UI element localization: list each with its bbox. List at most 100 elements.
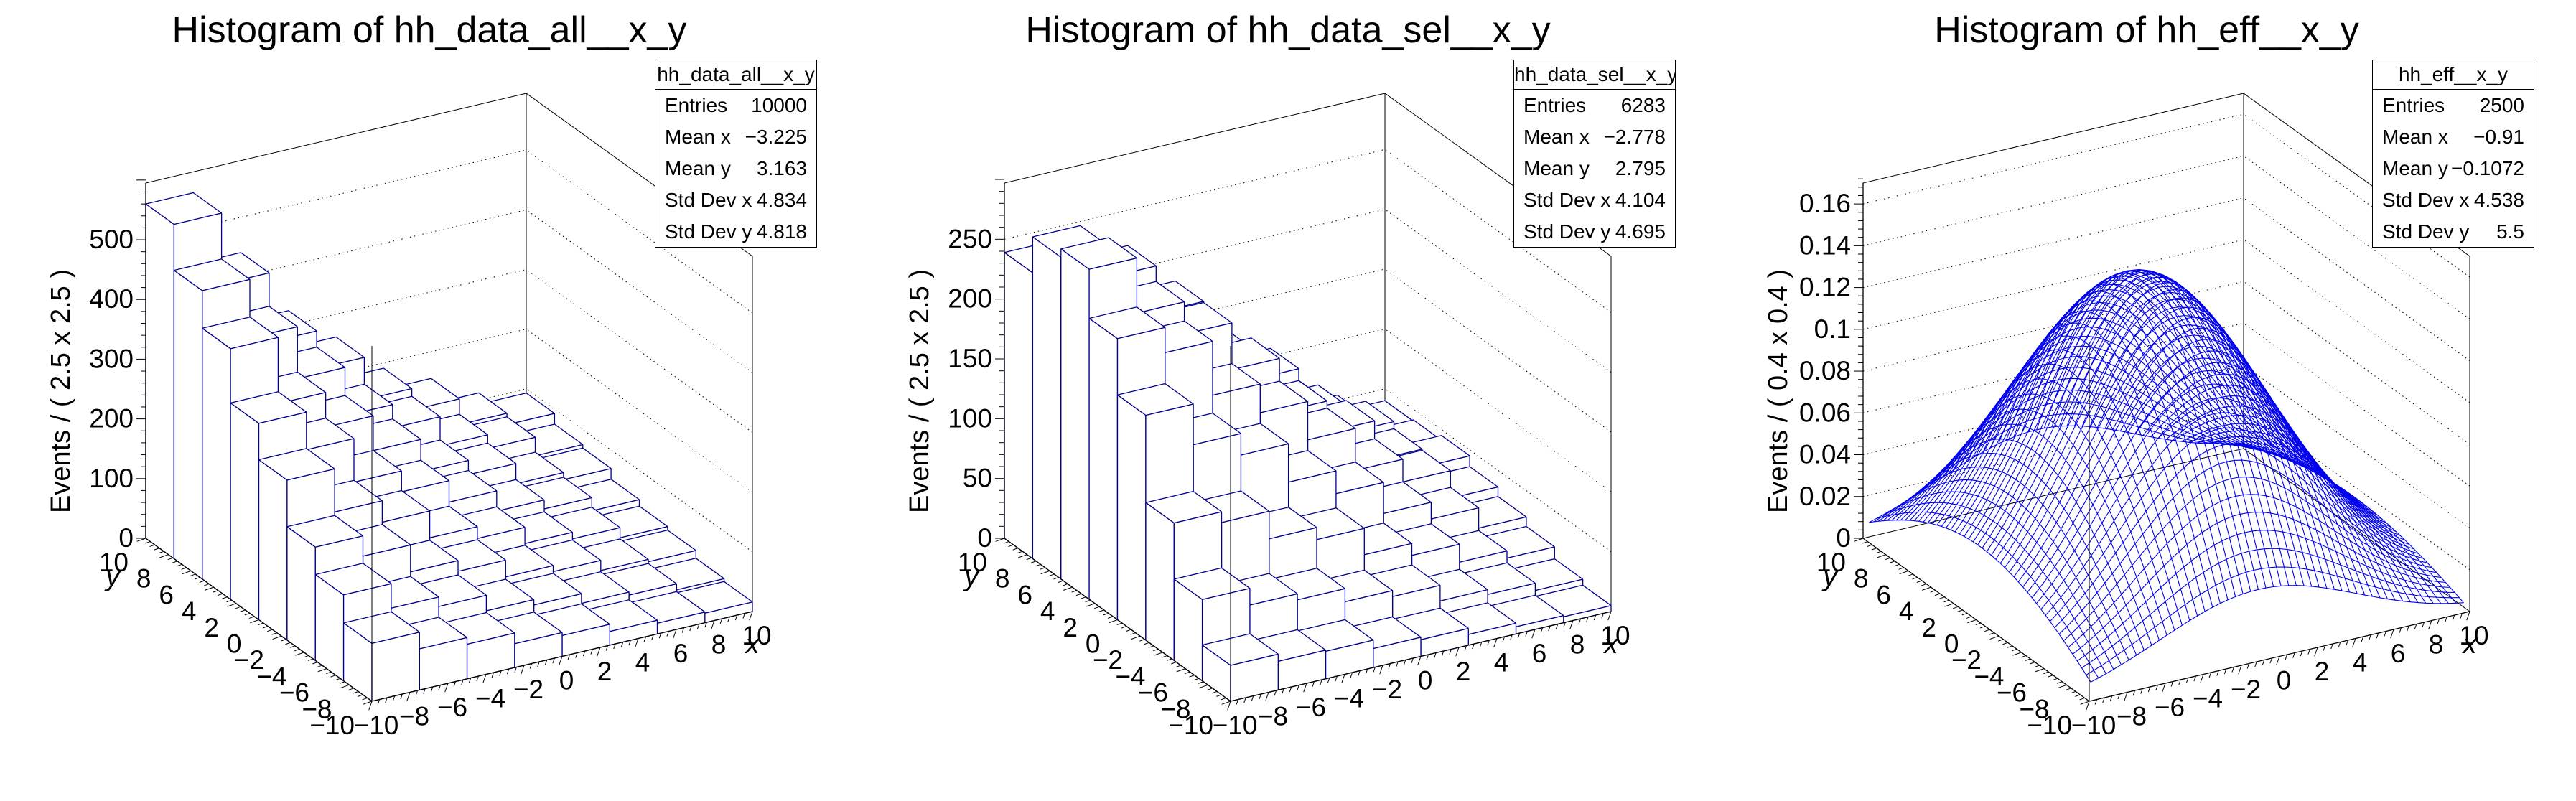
- x-tick: [666, 631, 669, 637]
- z-tick-label: 100: [89, 464, 134, 493]
- mesh-line-y: [1936, 284, 2310, 525]
- x-tick: [590, 649, 593, 655]
- x-tick: [643, 636, 647, 642]
- x-tick: [482, 674, 487, 683]
- x-tick: [2231, 667, 2234, 673]
- stats-row: Mean x −2.778: [1514, 121, 1675, 153]
- mesh-line-y: [2081, 548, 2455, 669]
- x-tick: [2407, 625, 2409, 632]
- x-tick-label: 10: [742, 621, 771, 650]
- y-tick: [1211, 690, 1218, 694]
- x-tick: [1563, 622, 1566, 628]
- y-tick: [2034, 665, 2040, 668]
- y-tick: [1944, 603, 1954, 607]
- x-tick: [521, 665, 525, 675]
- x-tick: [2200, 674, 2204, 683]
- y-tick: [1175, 665, 1181, 668]
- mesh-line-y: [1932, 289, 2306, 525]
- x-tick: [2352, 638, 2356, 647]
- x-tick: [2162, 683, 2166, 693]
- x-tick: [711, 620, 715, 629]
- x-tick: [1479, 642, 1483, 647]
- mesh-line-y: [2045, 412, 2419, 616]
- z-gridline: [1862, 281, 2244, 372]
- y-tick: [1957, 609, 1963, 612]
- y-tick: [205, 586, 214, 591]
- x-tick-label: 0: [2277, 666, 2292, 695]
- tick-marks: [995, 179, 1612, 711]
- x-tick: [2376, 632, 2379, 639]
- y-tick: [271, 632, 277, 635]
- y-tick: [1008, 544, 1014, 548]
- x-tick: [1227, 701, 1231, 711]
- x-tick-label: 2: [1456, 657, 1471, 686]
- mesh-line-x: [2142, 373, 2366, 596]
- stats-box-hh-data-sel: hh_data_sel__x_y Entries 6283 Mean x −2.77…: [1513, 60, 1676, 248]
- y-tick-label: −8: [302, 694, 332, 723]
- y-tick-label: −6: [1138, 678, 1168, 708]
- y-tick: [1898, 567, 1904, 570]
- x-tick: [1341, 674, 1345, 683]
- y-tick: [289, 645, 296, 648]
- x-tick-label: −10: [1213, 711, 1258, 740]
- stat-label: Mean x: [2382, 126, 2448, 148]
- y-tick: [2056, 681, 2063, 684]
- y-tick: [2066, 688, 2071, 690]
- y-tick: [1017, 551, 1023, 554]
- y-tick: [1026, 557, 1032, 561]
- x-tick: [2338, 642, 2341, 647]
- x-tick: [2094, 699, 2098, 705]
- x-tick: [1510, 634, 1513, 640]
- y-tick: [2011, 648, 2017, 652]
- stat-value: 4.834: [756, 189, 807, 211]
- x-tick: [1555, 624, 1559, 629]
- x-tick: [2147, 686, 2151, 693]
- mesh-line-x: [2028, 273, 2251, 592]
- x-tick: [1265, 692, 1269, 701]
- x-tick: [2254, 661, 2257, 668]
- x-tick: [689, 625, 692, 632]
- stats-row: Std Dev y 4.818: [655, 216, 816, 248]
- x-tick: [468, 678, 472, 683]
- y-tick: [1922, 586, 1931, 591]
- x-tick-label: −4: [2193, 684, 2223, 713]
- x-tick: [476, 675, 479, 682]
- y-tick: [330, 675, 336, 678]
- stat-value: 4.818: [756, 220, 807, 243]
- x-tick-label: −10: [2071, 711, 2117, 740]
- x-tick-label: 4: [2353, 648, 2368, 678]
- x-tick: [1396, 661, 1399, 668]
- mesh-line-y: [1999, 299, 2374, 564]
- y-tick: [244, 612, 251, 616]
- pad-title: Histogram of hh_eff__x_y: [1934, 9, 2359, 51]
- y-tick: [2002, 642, 2008, 645]
- x-tick: [430, 686, 434, 693]
- mesh-line-y: [2090, 585, 2464, 683]
- x-tick: [1358, 670, 1361, 676]
- y-tick: [1199, 684, 1208, 689]
- x-tick: [2361, 636, 2364, 642]
- y-tick: [1040, 567, 1045, 570]
- y-tick-label: −8: [2019, 694, 2049, 723]
- y-tick: [267, 629, 273, 632]
- stat-label: Mean y: [2382, 157, 2448, 179]
- lego-bars: [1004, 225, 1612, 702]
- y-tick: [2052, 678, 2058, 681]
- y-tick: [1049, 573, 1055, 576]
- mesh-line-y: [1887, 378, 2261, 521]
- y-tick: [1148, 645, 1154, 648]
- x-tick: [2285, 654, 2288, 660]
- lego-bar-face: [371, 632, 420, 702]
- mesh-line-x: [2157, 395, 2381, 599]
- x-tick: [2292, 652, 2295, 658]
- x-tick: [681, 627, 685, 633]
- y-tick: [1885, 557, 1890, 561]
- y-tick: [1862, 541, 1868, 544]
- y-tick: [281, 639, 286, 642]
- lego-bar-face: [1202, 633, 1279, 666]
- y-tick: [203, 584, 210, 586]
- z-gridline: [1862, 113, 2244, 205]
- x-tick: [1312, 681, 1315, 687]
- x-tick: [1274, 690, 1277, 696]
- x-tick-label: 8: [1570, 630, 1585, 660]
